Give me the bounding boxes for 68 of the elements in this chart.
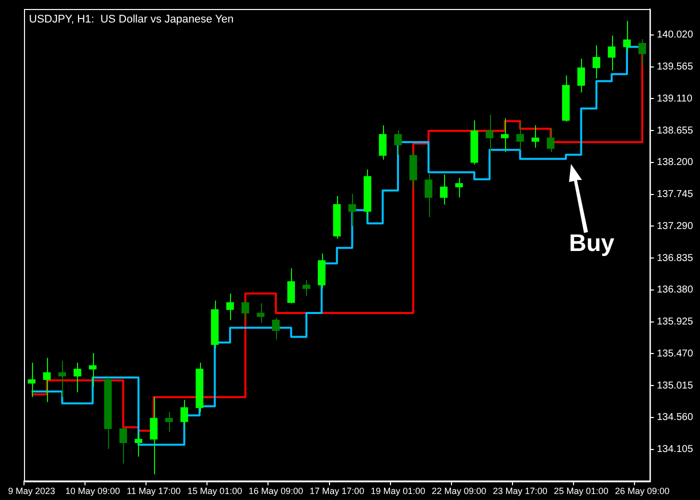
y-tick-label: 139.110 (656, 93, 693, 104)
x-tick-label: 22 May 09:00 (432, 486, 486, 496)
x-tick-label: 23 May 17:00 (492, 486, 548, 496)
candlestick (74, 362, 82, 393)
y-tick-label: 140.020 (656, 30, 694, 41)
y-tick-label: 135.925 (656, 316, 694, 328)
x-tick-label: 9 May 2023 (8, 486, 56, 496)
candlestick (455, 177, 463, 198)
candlestick (318, 253, 326, 290)
candlestick (119, 426, 128, 464)
candlestick (486, 114, 494, 156)
candlestick (623, 20, 631, 53)
candlestick (364, 168, 372, 220)
y-tick-label: 135.470 (656, 348, 694, 360)
x-tick-label: 11 May 17:00 (126, 486, 181, 496)
candlestick (58, 360, 66, 398)
y-tick-label: 134.560 (656, 412, 694, 424)
candlestick (638, 38, 646, 66)
x-tick-label: 19 May 01:00 (370, 486, 426, 496)
x-tick-label: 15 May 01:00 (188, 486, 242, 496)
candlestick (394, 130, 402, 156)
candlestick (516, 122, 524, 150)
candlestick (440, 174, 448, 205)
candlestick (165, 411, 173, 433)
candlestick (592, 44, 600, 79)
candlestick (608, 35, 616, 72)
candlestick (210, 300, 219, 349)
chart-title: USDJPY, H1: US Dollar vs Japanese Yen (29, 14, 234, 26)
candlestick (104, 377, 112, 450)
candlestick (378, 124, 387, 160)
y-tick-label: 136.380 (656, 284, 694, 296)
candlestick (546, 128, 554, 152)
candlestick (134, 432, 142, 458)
y-tick-label: 134.105 (656, 444, 694, 456)
candlestick (409, 151, 418, 190)
annotation: Buy (569, 230, 614, 258)
candlestick (150, 396, 158, 475)
candlestick (302, 280, 310, 297)
y-tick-label: 138.200 (656, 157, 694, 168)
candlestick (43, 357, 51, 403)
candlestick (28, 362, 36, 398)
x-tick-label: 17 May 17:00 (310, 486, 364, 496)
x-tick-label: 25 May 01:00 (554, 486, 608, 496)
y-tick-label: 138.655 (656, 125, 694, 136)
candlestick (333, 196, 341, 240)
candlestick (272, 317, 280, 340)
candlestick (287, 268, 295, 303)
candlestick (256, 302, 264, 324)
x-tick-label: 10 May 09:00 (65, 486, 120, 496)
y-tick-label: 136.835 (656, 252, 694, 264)
candlestick (532, 124, 540, 148)
candlestick (242, 300, 250, 322)
y-tick-label: 137.290 (656, 220, 694, 232)
y-tick-label: 139.565 (656, 62, 694, 73)
x-tick-label: 26 May 09:00 (614, 486, 670, 496)
candlestick (196, 362, 204, 412)
candlestick (562, 75, 570, 122)
candlestick (577, 58, 585, 93)
y-tick-label: 137.745 (656, 189, 694, 200)
y-tick-label: 135.015 (656, 380, 694, 392)
x-tick-label: 16 May 09:00 (248, 486, 304, 496)
candlestick (501, 118, 509, 152)
candlestick (424, 174, 432, 218)
candlestick (180, 399, 188, 428)
candlestick (470, 120, 478, 166)
candlestick (348, 193, 356, 227)
candlestick (226, 292, 234, 321)
candlestick (88, 352, 97, 388)
